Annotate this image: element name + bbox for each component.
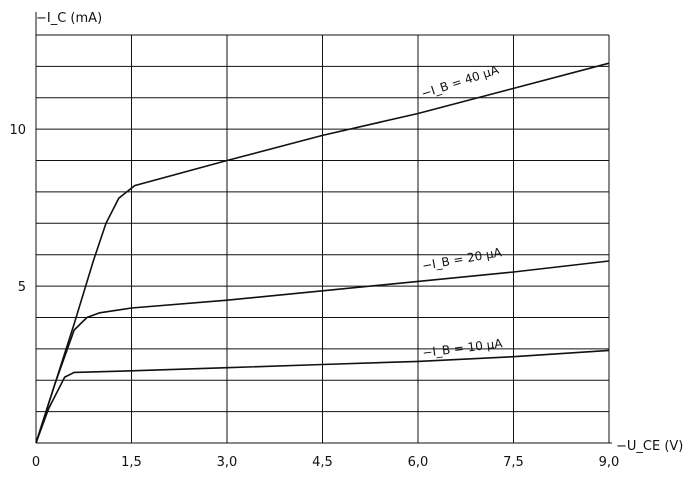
y-tick-label: 10 [9, 123, 26, 138]
y-tick-label: 5 [18, 280, 26, 295]
x-tick-label: 4,5 [312, 455, 333, 470]
series-label: −I_B = 10 µA [422, 336, 504, 360]
x-tick-label: 6,0 [408, 455, 429, 470]
series-line [35, 349, 610, 444]
y-axis-label: −I_C (mA) [36, 11, 102, 26]
series-line [35, 62, 610, 444]
grid [35, 12, 612, 444]
series-line [35, 260, 610, 444]
chart-text: −I_C (mA) −U_CE (V) 0 1,5 3,0 4,5 6,0 7,5 9,0 5… [9, 11, 683, 470]
x-axis-label: −U_CE (V) [616, 439, 683, 454]
x-tick-label: 0 [32, 455, 40, 470]
x-tick-label: 1,5 [121, 455, 142, 470]
series-curves [35, 62, 610, 444]
x-tick-label: 7,5 [503, 455, 524, 470]
series-label: −I_B = 20 µA [421, 245, 503, 273]
x-tick-label: 3,0 [217, 455, 238, 470]
x-tick-label: 9,0 [599, 455, 620, 470]
